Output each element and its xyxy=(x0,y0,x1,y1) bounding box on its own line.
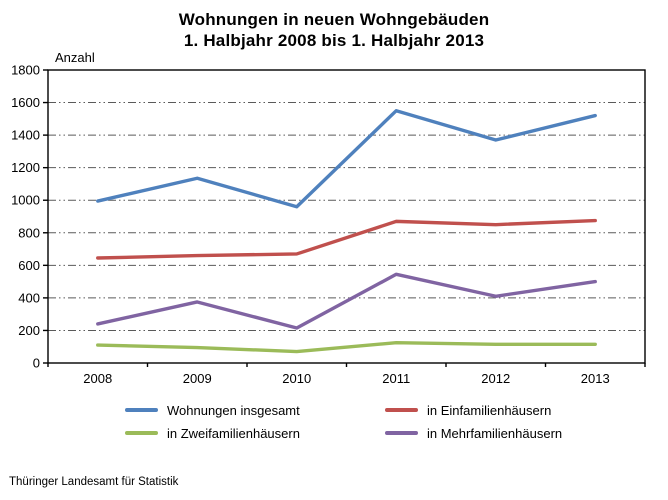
legend-swatch-insgesamt xyxy=(125,408,158,412)
y-tick-label: 1600 xyxy=(11,95,40,110)
y-tick-label: 600 xyxy=(18,258,40,273)
x-tick-label: 2010 xyxy=(282,371,311,386)
y-tick-label: 0 xyxy=(33,356,40,371)
y-tick-label: 1800 xyxy=(11,63,40,78)
y-tick-label: 800 xyxy=(18,225,40,240)
legend-item-zweifamilienhaeuser: in Zweifamilienhäusern xyxy=(125,425,300,441)
x-tick-label: 2009 xyxy=(183,371,212,386)
y-tick-label: 1400 xyxy=(11,128,40,143)
series-line-1 xyxy=(96,108,597,209)
legend-label-einfamilienhaeuser: in Einfamilienhäusern xyxy=(427,402,552,418)
plot-border xyxy=(47,69,646,364)
legend-swatch-mehrfamilienhaeuser xyxy=(385,431,418,435)
legend-item-mehrfamilienhaeuser: in Mehrfamilienhäusern xyxy=(385,425,563,441)
x-tick-label: 2008 xyxy=(83,371,112,386)
chart-title: Wohnungen in neuen Wohngebäuden 1. Halbj… xyxy=(0,9,668,51)
legend-label-mehrfamilienhaeuser: in Mehrfamilienhäusern xyxy=(427,425,563,441)
legend-swatch-einfamilienhaeuser xyxy=(385,408,418,412)
y-tick-label: 1200 xyxy=(11,160,40,175)
x-tick-label: 2011 xyxy=(382,371,410,386)
y-tick-label: 1000 xyxy=(11,193,40,208)
chart-title-line2: 1. Halbjahr 2008 bis 1. Halbjahr 2013 xyxy=(183,31,485,50)
series-line-4 xyxy=(96,272,597,330)
y-axis-title: Anzahl xyxy=(55,50,95,65)
series-line-2 xyxy=(96,218,597,260)
source-attribution: Thüringer Landesamt für Statistik xyxy=(9,476,179,488)
legend-swatch-zweifamilienhaeuser xyxy=(125,431,158,435)
legend-item-insgesamt: Wohnungen insgesamt xyxy=(125,402,300,418)
chart-title-line1: Wohnungen in neuen Wohngebäuden xyxy=(178,10,490,29)
y-tick-label: 400 xyxy=(18,290,40,305)
x-tick-label: 2013 xyxy=(581,371,610,386)
y-tick-label: 200 xyxy=(18,323,40,338)
legend-item-einfamilienhaeuser: in Einfamilienhäusern xyxy=(385,402,552,418)
legend-label-zweifamilienhaeuser: in Zweifamilienhäusern xyxy=(167,425,300,441)
series-line-3 xyxy=(96,340,597,354)
x-tick-label: 2012 xyxy=(481,371,510,386)
legend-label-insgesamt: Wohnungen insgesamt xyxy=(167,402,300,418)
